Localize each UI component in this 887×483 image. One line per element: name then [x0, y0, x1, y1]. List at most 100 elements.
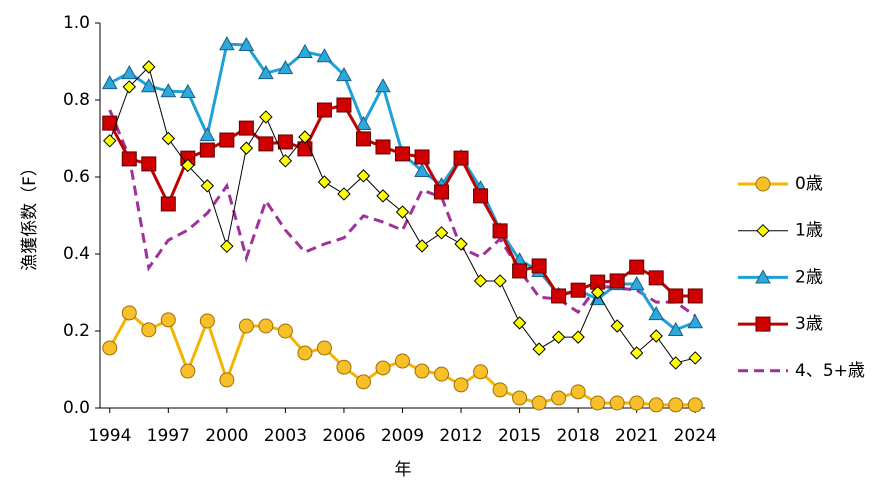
x-tick-label: 2018 — [557, 426, 600, 446]
marker — [551, 330, 566, 344]
marker — [375, 78, 391, 93]
marker — [181, 158, 195, 173]
marker — [755, 269, 771, 284]
marker — [337, 187, 351, 201]
x-tick-label: 1997 — [147, 426, 190, 446]
marker — [755, 176, 771, 192]
marker — [121, 305, 137, 321]
marker — [590, 285, 605, 300]
marker — [434, 184, 450, 200]
marker — [238, 318, 254, 334]
marker — [667, 321, 684, 336]
marker — [551, 288, 567, 304]
x-tick-label: 2006 — [322, 426, 365, 446]
marker — [454, 237, 468, 251]
marker — [493, 274, 507, 288]
marker — [141, 156, 157, 172]
marker — [687, 288, 703, 304]
series-line — [108, 103, 696, 298]
marker — [179, 83, 196, 99]
marker — [142, 60, 156, 74]
marker — [688, 351, 702, 365]
marker — [453, 150, 469, 166]
marker — [239, 141, 254, 155]
marker — [200, 179, 215, 193]
marker — [473, 274, 488, 288]
marker — [648, 270, 664, 286]
marker — [355, 131, 371, 147]
marker — [512, 390, 528, 406]
marker — [473, 188, 489, 204]
marker — [278, 154, 293, 168]
y-tick-label: 1.0 — [63, 13, 90, 33]
marker — [219, 372, 235, 388]
marker — [161, 131, 176, 146]
marker — [375, 360, 391, 376]
marker — [649, 329, 663, 343]
marker — [238, 36, 255, 52]
x-tick-label: 1994 — [88, 426, 131, 446]
x-tick-label: 2012 — [439, 426, 482, 446]
marker — [610, 319, 624, 333]
legend-label: 0歳 — [795, 174, 823, 194]
marker — [141, 322, 157, 338]
x-tick-label: 2015 — [498, 426, 541, 446]
marker — [101, 75, 118, 90]
marker — [160, 83, 177, 98]
marker — [122, 80, 136, 94]
marker — [395, 146, 410, 162]
marker — [648, 306, 665, 321]
marker — [492, 223, 508, 239]
marker — [687, 397, 703, 413]
marker — [219, 36, 235, 51]
marker — [590, 395, 606, 411]
y-tick-label: 0.2 — [63, 321, 90, 341]
marker — [180, 363, 196, 379]
marker — [259, 110, 273, 124]
marker — [160, 196, 176, 212]
legend-label: 2歳 — [795, 267, 823, 287]
marker — [395, 353, 410, 369]
marker — [356, 169, 371, 183]
marker — [570, 282, 586, 298]
marker — [669, 356, 683, 370]
marker — [140, 78, 157, 93]
x-tick-label: 2024 — [674, 426, 717, 446]
marker — [297, 345, 313, 361]
marker — [121, 151, 137, 167]
marker — [531, 258, 547, 274]
marker — [570, 384, 586, 400]
marker — [316, 48, 333, 63]
marker — [121, 65, 138, 80]
marker — [316, 340, 332, 356]
marker — [336, 359, 352, 375]
marker — [415, 239, 429, 253]
marker — [571, 330, 585, 344]
legend-label: 4、5+歳 — [795, 361, 865, 381]
marker — [238, 120, 254, 136]
x-axis-title: 年 — [395, 460, 412, 480]
marker — [512, 263, 528, 279]
marker — [336, 66, 352, 82]
marker — [756, 223, 770, 238]
marker — [551, 390, 567, 406]
marker — [531, 395, 547, 411]
marker — [355, 374, 371, 390]
x-tick-label: 2021 — [615, 426, 658, 446]
x-tick-label: 2009 — [381, 426, 424, 446]
marker — [414, 162, 430, 177]
marker — [434, 366, 450, 382]
x-tick-label: 2000 — [205, 426, 248, 446]
marker — [648, 397, 664, 413]
marker — [532, 342, 546, 356]
marker — [298, 130, 312, 144]
marker — [297, 43, 313, 58]
marker — [668, 288, 684, 304]
marker — [434, 226, 449, 240]
marker — [755, 316, 771, 332]
marker — [317, 175, 332, 189]
marker — [628, 276, 645, 291]
marker — [199, 127, 216, 142]
y-tick-label: 0.0 — [63, 398, 90, 418]
